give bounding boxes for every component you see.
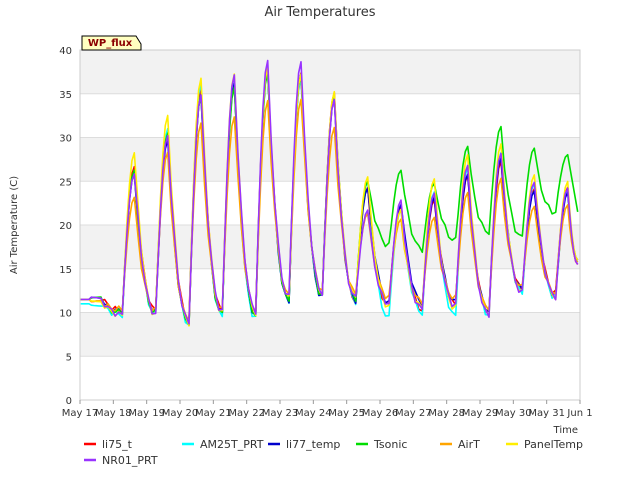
x-tick-label: May 26: [362, 408, 399, 419]
grid-band: [80, 225, 580, 269]
x-tick-label: May 25: [328, 408, 365, 419]
x-tick-label: May 29: [462, 408, 499, 419]
grid-band: [80, 356, 580, 400]
site-label-box: [81, 35, 142, 51]
y-tick-label: 10: [59, 309, 72, 320]
legend-label: AM25T_PRT: [200, 438, 264, 451]
x-tick-label: May 19: [128, 408, 165, 419]
site-label-text: WP_flux: [88, 38, 133, 49]
y-tick-label: 20: [59, 221, 72, 232]
x-tick-label: May 17: [62, 408, 99, 419]
x-tick-label: May 23: [262, 408, 299, 419]
series-line-nr01-prt: [80, 59, 579, 325]
plot-frame: [79, 49, 581, 401]
y-tick-label: 0: [66, 396, 72, 407]
series-line-airt: [80, 98, 579, 323]
x-tick-label: May 21: [195, 408, 232, 419]
x-tick-label: Jun 1: [566, 408, 592, 419]
legend-label: li77_temp: [286, 438, 340, 451]
y-tick-label: 35: [59, 90, 72, 101]
series-line-paneltemp: [80, 66, 579, 327]
y-tick-label: 30: [59, 134, 72, 145]
x-axis-label: Time: [553, 425, 578, 436]
grid-band: [80, 50, 580, 94]
y-tick-label: 40: [59, 46, 72, 57]
x-tick-label: May 24: [295, 408, 332, 419]
y-tick-label: 5: [66, 352, 72, 363]
x-tick-label: May 27: [395, 408, 432, 419]
legend-label: Tsonic: [373, 438, 407, 451]
grid-band: [80, 312, 580, 357]
series-lines: [80, 59, 579, 327]
x-tick-label: May 18: [95, 408, 132, 419]
x-tick-label: May 22: [228, 408, 265, 419]
x-tick-label: May 20: [162, 408, 199, 419]
y-tick-label: 25: [59, 177, 72, 188]
legend-label: PanelTemp: [524, 438, 583, 451]
y-axis-label: Air Temperature (C): [9, 176, 20, 274]
legend-label: AirT: [458, 438, 480, 451]
x-tick-label: May 28: [428, 408, 465, 419]
grid-band: [80, 268, 580, 313]
legend: li75_t AM25T_PRT li77_temp Tsonic AirT PanelT…: [84, 438, 583, 467]
x-tick-label: May 30: [495, 408, 532, 419]
y-tick-labels: 0 5 10 15 20 25 30 35 40: [59, 46, 72, 407]
site-label-badge: WP_flux: [81, 35, 142, 51]
legend-label: NR01_PRT: [102, 454, 158, 467]
x-tick-label: May 31: [528, 408, 565, 419]
legend-label: li75_t: [102, 438, 133, 451]
chart-title: Air Temperatures: [264, 5, 375, 20]
y-tick-label: 15: [59, 265, 72, 276]
